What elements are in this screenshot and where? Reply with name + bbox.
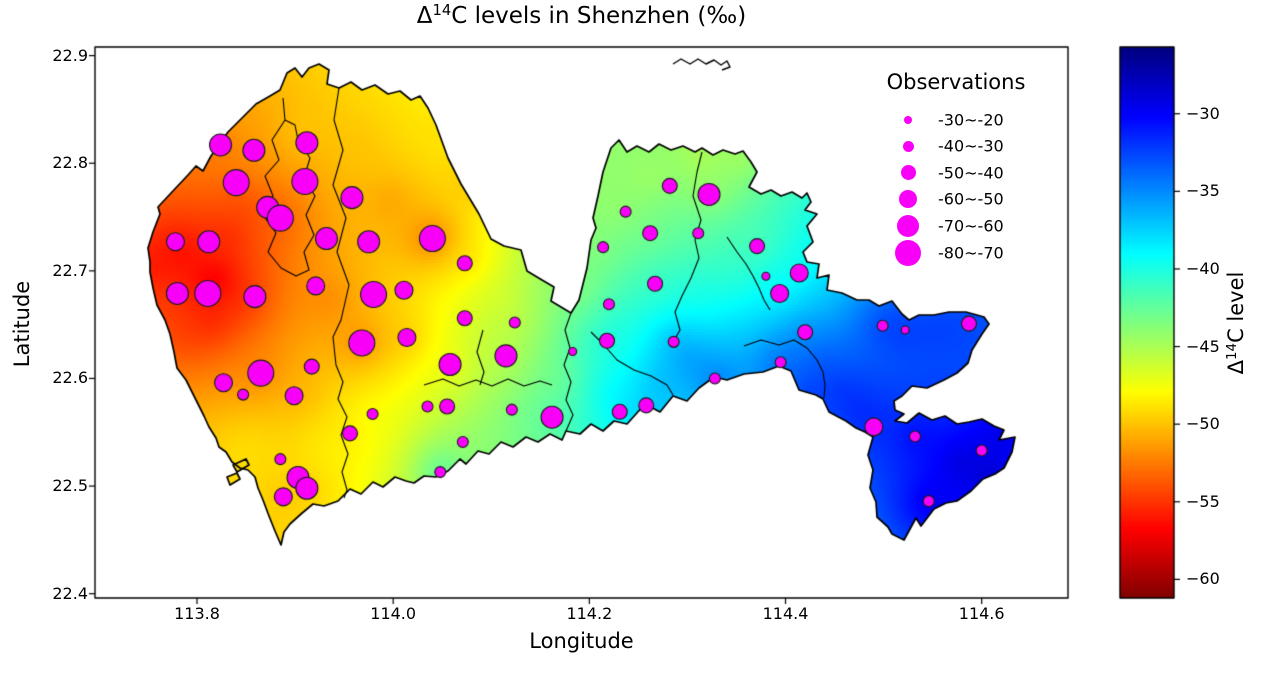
colorbar-tick-label: −30 <box>1186 103 1220 123</box>
legend-item-label: -60~-50 <box>938 189 1004 209</box>
colorbar-label-text: C level <box>1224 271 1248 343</box>
y-tick-label: 22.4 <box>52 583 88 603</box>
legend-marker-circle-icon <box>895 239 921 266</box>
legend-marker-circle-icon <box>899 190 917 209</box>
colorbar-tick-label: −40 <box>1186 258 1220 278</box>
legend-item-label: -70~-60 <box>938 216 1004 236</box>
y-tick-label: 22.7 <box>52 260 88 280</box>
legend-item-label: -40~-30 <box>938 136 1004 156</box>
y-tick-label: 22.9 <box>52 45 88 65</box>
x-tick-label: 114.0 <box>370 604 417 623</box>
colorbar-label-delta: Δ <box>1224 360 1248 375</box>
legend-marker-circle-icon <box>902 140 914 152</box>
x-tick-label: 113.8 <box>174 604 220 623</box>
legend-item: -80~-70 <box>856 239 1056 266</box>
legend-item: -70~-60 <box>856 212 1056 239</box>
title-superscript: 14 <box>432 1 452 19</box>
legend-item: -30~-20 <box>856 106 1056 133</box>
x-tick-label: 114.6 <box>958 604 1005 623</box>
legend-item: -50~-40 <box>856 159 1056 186</box>
title-delta: Δ <box>416 3 433 29</box>
title-text: C levels in Shenzhen (‰) <box>451 3 747 29</box>
colorbar-tick-label: −55 <box>1186 491 1220 511</box>
y-tick-label: 22.6 <box>52 368 88 388</box>
y-tick-label: 22.5 <box>52 476 88 496</box>
legend-item-label: -50~-40 <box>938 163 1004 183</box>
legend-item: -60~-50 <box>856 186 1056 213</box>
y-tick-label: 22.8 <box>52 153 88 173</box>
colorbar-tick-label: −60 <box>1186 569 1220 589</box>
x-axis-label: Longitude <box>529 629 634 653</box>
page-title: Δ14C levels in Shenzhen (‰) <box>95 1 1068 29</box>
x-tick-label: 114.2 <box>566 604 613 623</box>
legend-marker-circle-icon <box>904 115 912 124</box>
legend-item: -40~-30 <box>856 133 1056 160</box>
legend-item-label: -30~-20 <box>938 110 1004 129</box>
legend-marker-circle-icon <box>897 214 919 237</box>
x-tick-label: 114.4 <box>762 604 809 623</box>
y-axis-label: Latitude <box>10 280 34 368</box>
colorbar-tick-label: −45 <box>1186 336 1220 356</box>
legend-title: Observations <box>886 70 1026 94</box>
legend-item-label: -80~-70 <box>938 243 1004 262</box>
legend-marker-circle-icon <box>900 165 916 181</box>
colorbar-tick-label: −50 <box>1186 414 1220 434</box>
colorbar-tick-label: −35 <box>1186 181 1220 201</box>
